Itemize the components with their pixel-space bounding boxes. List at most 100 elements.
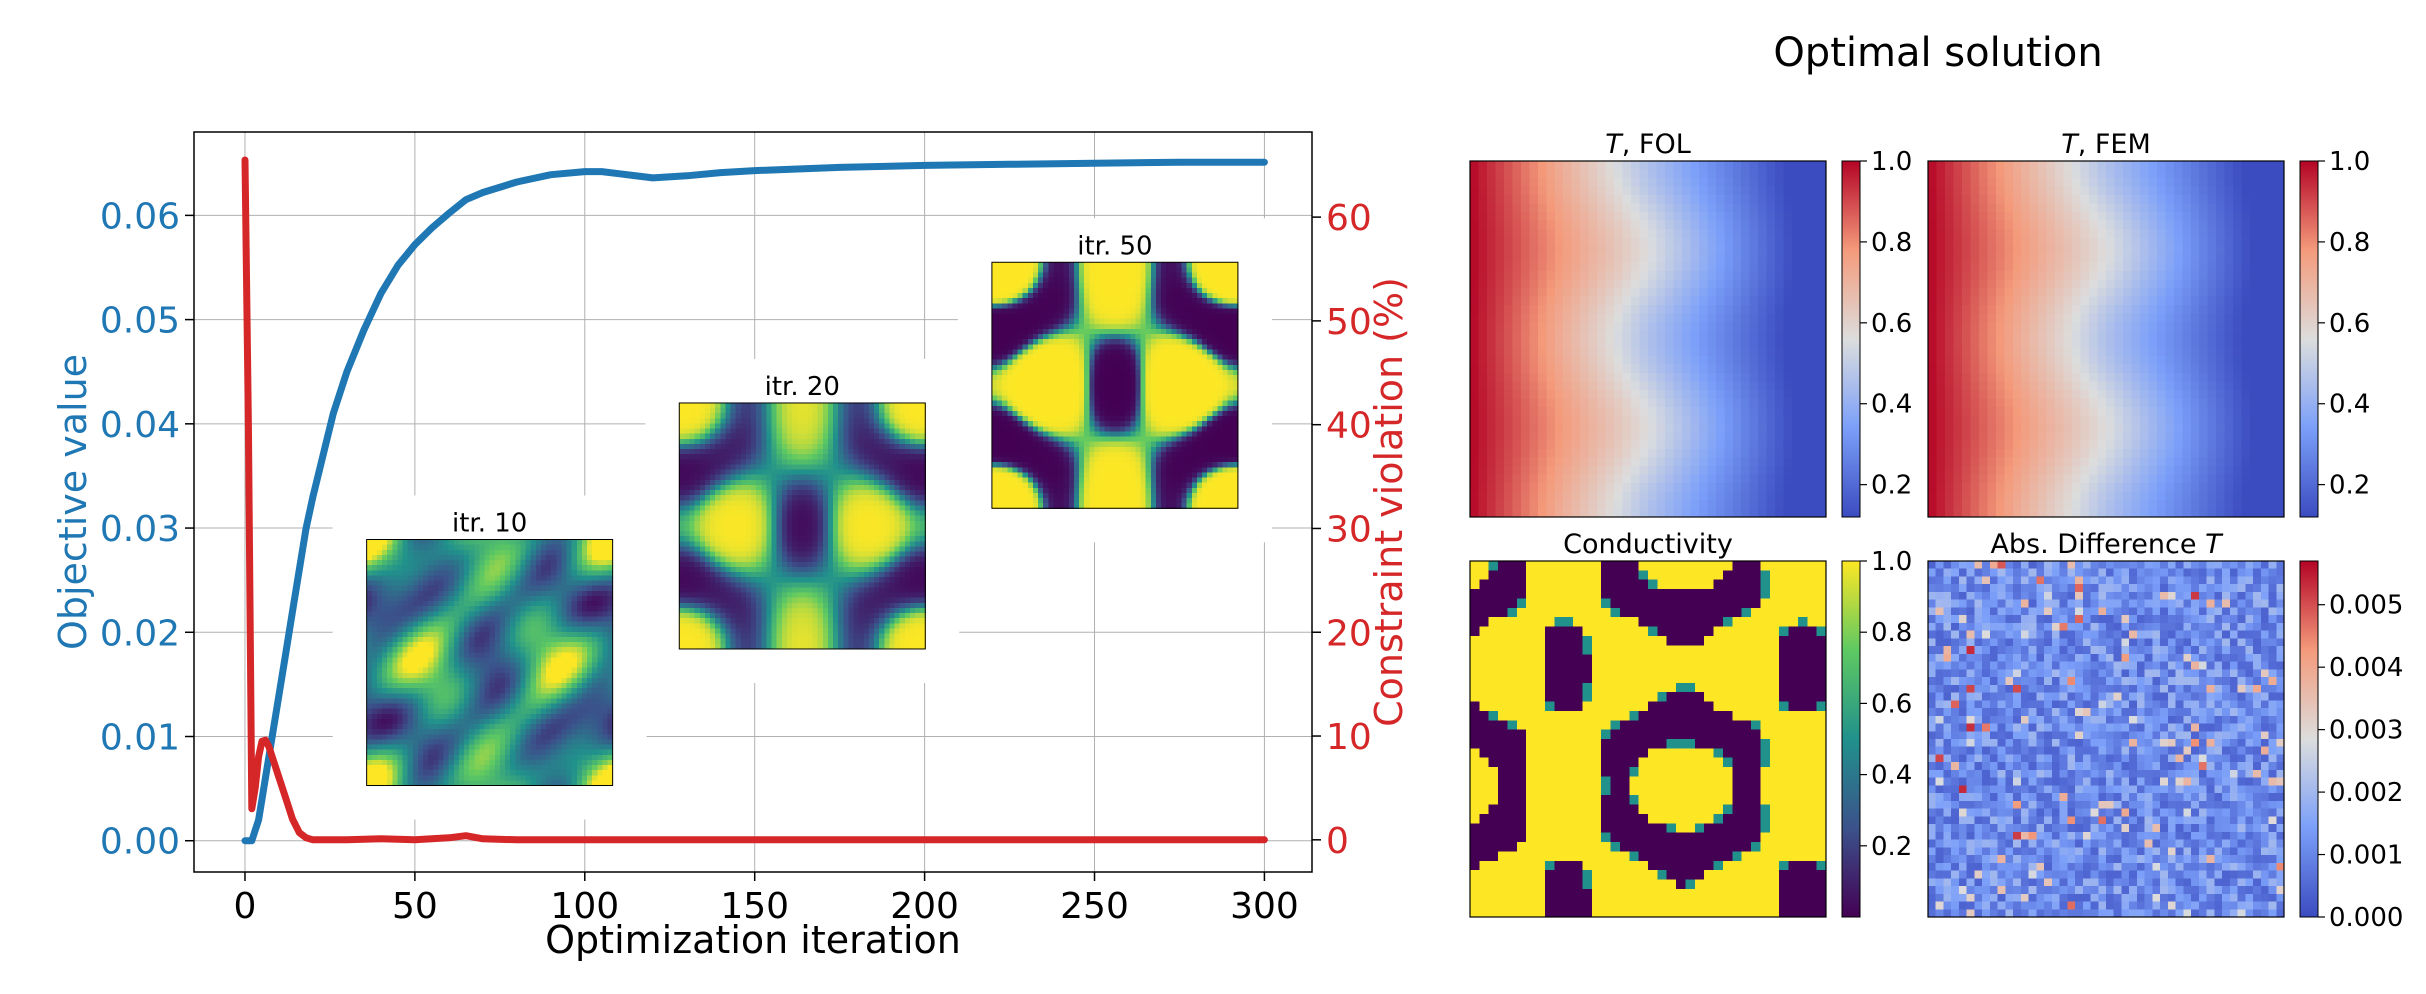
colorbar <box>2299 560 2319 918</box>
objective-point <box>283 650 289 656</box>
constraint-point <box>242 157 248 163</box>
heatmap-title: Abs. Difference T <box>1990 529 2224 560</box>
x-tick-label: 100 <box>550 886 619 927</box>
y2-tick-label: 10 <box>1326 717 1372 758</box>
objective-point <box>378 291 384 297</box>
y-tick-label: 0.00 <box>100 822 180 863</box>
constraint-point <box>266 743 272 749</box>
constraint-point <box>1092 837 1098 843</box>
inset-itr-20: itr. 20 <box>645 358 960 683</box>
abs-difference-field <box>1928 561 2285 918</box>
objective-point <box>296 567 302 573</box>
inset-frame <box>366 539 614 787</box>
constraint-point <box>249 806 255 812</box>
colorbar-tick-label: 0.2 <box>1871 471 1912 501</box>
constraint-point <box>283 795 289 801</box>
objective-point <box>1007 161 1013 167</box>
colorbar-tick-label: 1.0 <box>1871 147 1912 177</box>
heatmap-title-text: , FEM <box>2078 129 2151 160</box>
inset-frame <box>991 261 1239 509</box>
series-lines <box>241 156 1268 845</box>
x-axis-label: Optimization iteration <box>545 918 961 962</box>
heatmap-frame <box>1927 560 2285 918</box>
colorbar-tick-label: 1.0 <box>1871 547 1912 577</box>
colorbar-tick-label: 0.4 <box>1871 761 1912 791</box>
objective-point <box>514 179 520 185</box>
objective-point <box>361 327 367 333</box>
objective-point <box>290 608 296 614</box>
objective-point <box>262 775 268 781</box>
temperature-field <box>1928 161 2285 518</box>
x-tick-label: 0 <box>234 886 257 927</box>
objective-point <box>684 173 690 179</box>
heatmap-frame <box>1927 160 2285 518</box>
objective-point <box>310 494 316 500</box>
constraint-point <box>290 816 296 822</box>
heatmap-title: Conductivity <box>1563 529 1733 560</box>
objective-point <box>269 734 275 740</box>
colorbar-tick-label: 0.2 <box>2329 471 2370 501</box>
constraint-point <box>262 737 268 743</box>
colorbar-tick-label: 1.0 <box>2329 147 2370 177</box>
inset-title: itr. 50 <box>1077 231 1152 261</box>
constraint-point <box>269 754 275 760</box>
y-tick-label: 0.04 <box>100 405 180 446</box>
x-tick-label: 250 <box>1060 886 1129 927</box>
constraint-point <box>276 775 282 781</box>
objective-point <box>582 169 588 175</box>
colorbar-tick-label: 0.005 <box>2329 591 2403 621</box>
colorbar-tick-label: 0.4 <box>2329 390 2370 420</box>
colorbar <box>1841 160 1861 518</box>
y-tick-label: 0.03 <box>100 509 180 550</box>
heatmap-frame <box>1469 160 1827 518</box>
objective-point <box>303 525 309 531</box>
constraint-point <box>412 837 418 843</box>
objective-point <box>599 169 605 175</box>
y-tick-label: 0.06 <box>100 196 180 237</box>
constraint-point <box>252 785 258 791</box>
heatmap-title: T, FEM <box>2061 129 2151 160</box>
constraint-point <box>446 835 452 841</box>
design-insets: itr. 10 itr. 20 itr. 50 <box>332 218 1272 820</box>
y2-tick-label: 40 <box>1326 406 1372 447</box>
temperature-field <box>1470 161 1827 518</box>
heatmap-title-var: T <box>1605 129 1624 160</box>
constraint-point <box>582 837 588 843</box>
y2-tick-label: 60 <box>1326 198 1372 239</box>
heatmap-panel-2: T, FEM 0.2 0.4 0.6 0.8 1.0 <box>1927 129 2370 518</box>
y2-tick-label: 50 <box>1326 302 1372 343</box>
heatmap-frame <box>1469 560 1827 918</box>
objective-point <box>548 172 554 178</box>
objective-point <box>1176 159 1182 165</box>
x-tick-label: 300 <box>1230 886 1299 927</box>
heatmap-title-text: Abs. Difference <box>1990 529 2205 560</box>
objective-point <box>330 410 336 416</box>
constraint-point <box>256 754 262 760</box>
heatmap-title-var: T <box>2205 529 2224 560</box>
colorbar-tick-label: 0.004 <box>2329 653 2403 683</box>
colorbar-tick-label: 0.4 <box>1871 390 1912 420</box>
inset-image <box>679 402 926 650</box>
colorbar-tick-label: 0.6 <box>1871 309 1912 339</box>
objective-point <box>256 817 262 823</box>
colorbar-tick-label: 0.6 <box>2329 309 2370 339</box>
colorbar-tick-label: 0.2 <box>1871 832 1912 862</box>
inset-image <box>991 262 1239 509</box>
constraint-point <box>317 837 323 843</box>
right-panel-title: Optimal solution <box>1773 30 2102 76</box>
constraint-point <box>514 837 520 843</box>
constraint-point <box>378 836 384 842</box>
inset-title: itr. 10 <box>452 509 527 539</box>
objective-point <box>242 838 248 844</box>
objective-point <box>650 175 656 181</box>
objective-point <box>429 225 435 231</box>
constraint-point <box>245 422 251 428</box>
constraint-point <box>303 835 309 841</box>
y-tick-label: 0.05 <box>100 301 180 342</box>
objective-point <box>480 189 486 195</box>
objective-point <box>718 170 724 176</box>
constraint-point <box>327 837 333 843</box>
